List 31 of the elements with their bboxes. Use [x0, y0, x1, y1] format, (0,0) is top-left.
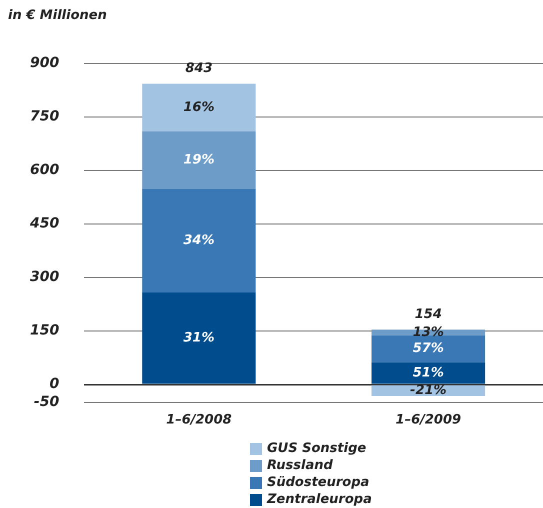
legend-label: Russland: [267, 458, 333, 473]
annotation: 13%: [412, 324, 444, 340]
annotation: 57%: [412, 341, 444, 356]
legend-label: GUS Sonstige: [267, 441, 366, 456]
annotation: 19%: [183, 152, 214, 168]
y-tick-label: 300: [30, 269, 60, 286]
x-tick-label: 1–6/2009: [396, 412, 462, 428]
y-tick-label: 0: [49, 376, 60, 392]
bar: [142, 84, 256, 132]
annotation: 51%: [412, 365, 444, 380]
annotation: 31%: [183, 330, 214, 346]
annotation: 154: [414, 306, 442, 322]
x-tick-label: 1–6/2008: [166, 412, 232, 428]
y-tick-label: 150: [30, 322, 60, 339]
bar: [372, 335, 486, 362]
y-tick-label: 900: [30, 55, 60, 72]
y-tick-label: 750: [30, 108, 60, 125]
annotation: 34%: [183, 233, 214, 248]
y-tick-label: 450: [28, 216, 60, 232]
annotation: -21%: [410, 383, 447, 398]
bar: [372, 362, 486, 384]
annotation: 16%: [183, 100, 214, 115]
y-axis-title: in € Millionen: [8, 8, 107, 23]
bar: [142, 189, 256, 292]
annotation: 843: [185, 61, 212, 76]
bar: [142, 292, 256, 384]
legend-label: Südosteuropa: [267, 475, 370, 490]
y-tick-label: 600: [30, 162, 60, 178]
y-tick-label: -50: [34, 394, 60, 410]
bar: [142, 131, 256, 190]
legend-label: Zentraleuropa: [267, 492, 372, 507]
